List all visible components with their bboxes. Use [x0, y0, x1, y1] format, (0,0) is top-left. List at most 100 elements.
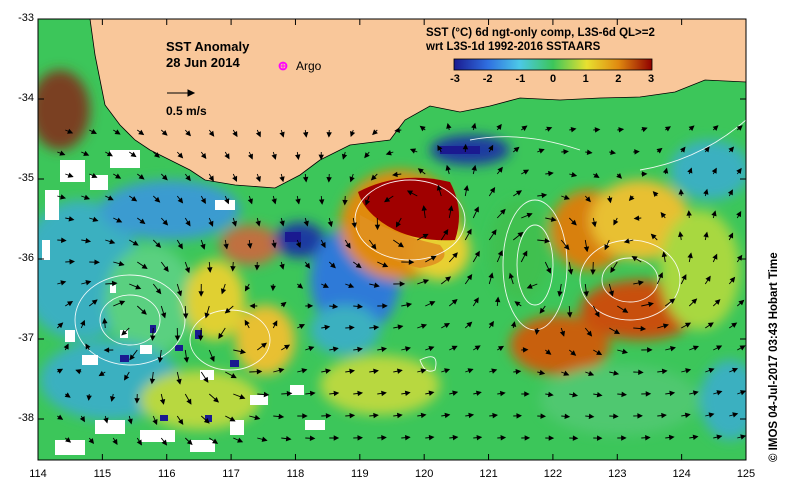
current-vector [279, 173, 285, 183]
colorbar-tick-label: 0 [549, 73, 557, 85]
current-vector [545, 435, 555, 441]
current-vector [464, 228, 472, 241]
current-vector [497, 345, 505, 352]
current-vector [584, 327, 593, 337]
current-vector [75, 369, 82, 375]
current-vector [129, 151, 137, 158]
current-vector [650, 233, 658, 241]
current-vector [569, 171, 578, 178]
longitude-label: 124 [672, 468, 691, 480]
current-vector [727, 189, 733, 197]
vector-scale-label: 0.5 m/s [166, 104, 207, 118]
current-vector [353, 303, 364, 310]
current-vector [657, 412, 667, 419]
current-vector [496, 166, 503, 175]
current-vector [345, 368, 356, 375]
current-vector [705, 367, 715, 374]
current-vector [183, 349, 190, 363]
colorbar-tick-label: -1 [515, 73, 526, 85]
current-vector [537, 192, 548, 199]
current-vector [257, 342, 267, 351]
current-vector [537, 369, 546, 376]
current-vector [606, 195, 613, 204]
current-vector [472, 250, 480, 263]
current-vector [678, 231, 684, 241]
current-vector [583, 283, 589, 297]
current-vector [560, 239, 570, 251]
current-vector [617, 435, 627, 441]
current-vector [257, 436, 268, 442]
current-vector [526, 283, 538, 289]
current-vector [471, 164, 477, 175]
current-vector [729, 367, 739, 373]
current-vector [489, 368, 498, 374]
current-vector [57, 150, 66, 156]
current-vector [591, 217, 597, 228]
current-vector [729, 412, 739, 418]
current-vector [712, 125, 719, 131]
current-vector [377, 390, 387, 397]
current-vector [448, 299, 458, 307]
current-vector [729, 322, 738, 329]
current-vector [184, 173, 191, 182]
current-vector [425, 390, 435, 396]
current-vector [583, 239, 590, 253]
current-vector [544, 261, 551, 274]
current-vector [633, 280, 644, 286]
current-vector [57, 280, 67, 286]
current-vector [353, 261, 362, 269]
current-vector [152, 195, 161, 203]
current-vector [494, 296, 501, 307]
current-vector [441, 368, 451, 374]
current-vector [220, 283, 227, 295]
latitude-label: -36 [18, 252, 34, 264]
current-vector [281, 390, 293, 397]
current-vector [257, 391, 270, 398]
current-vector [463, 185, 470, 197]
current-vector [704, 275, 711, 285]
current-vector [401, 346, 411, 352]
current-vector [320, 239, 326, 249]
current-vector [304, 261, 311, 269]
map-date: 28 Jun 2014 [166, 55, 240, 70]
current-vector [176, 415, 184, 425]
current-vector [464, 321, 473, 329]
current-vector [271, 195, 277, 205]
current-vector [394, 127, 402, 133]
longitude-label: 117 [222, 468, 240, 480]
current-vector [105, 151, 113, 157]
current-vector [353, 390, 364, 397]
current-vector [395, 217, 402, 228]
current-vector [305, 346, 315, 352]
current-vector [688, 125, 695, 132]
current-vector [660, 211, 667, 219]
current-vector [537, 413, 547, 419]
current-vector [512, 231, 524, 241]
current-vector [176, 151, 184, 159]
current-vector [406, 190, 418, 197]
current-vector [561, 413, 571, 420]
current-vector [465, 412, 475, 419]
current-vector [496, 208, 506, 219]
current-vector [604, 239, 610, 251]
map-title: SST Anomaly [166, 39, 250, 54]
current-vector [255, 129, 261, 138]
current-vector [508, 272, 514, 285]
current-vector [63, 343, 69, 351]
current-vector [65, 259, 75, 265]
sst-field [38, 19, 746, 460]
longitude-label: 122 [543, 468, 563, 480]
current-vector [329, 346, 339, 352]
current-vector [585, 370, 595, 376]
longitude-label: 115 [93, 468, 112, 480]
current-vector [569, 392, 579, 398]
current-vector [279, 217, 285, 227]
argo-marker-icon [278, 61, 288, 71]
current-vector [351, 217, 357, 229]
current-vector [488, 229, 497, 241]
current-vector [688, 298, 698, 307]
colorbar [453, 58, 653, 71]
current-vector [302, 129, 309, 138]
current-vector [473, 434, 483, 441]
current-vector [233, 348, 247, 355]
